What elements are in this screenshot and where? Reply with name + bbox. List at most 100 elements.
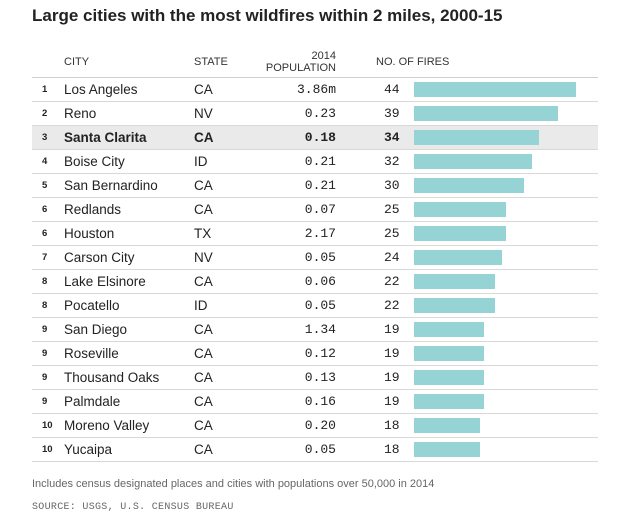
fire-count-bar xyxy=(414,130,539,145)
state-cell: NV xyxy=(194,101,260,126)
state-cell: CA xyxy=(194,173,260,198)
city-cell: San Bernardino xyxy=(64,173,194,198)
rank-cell: 8 xyxy=(32,293,64,318)
fire-count-bar xyxy=(414,418,480,433)
rank-cell: 9 xyxy=(32,389,64,414)
state-cell: CA xyxy=(194,77,260,102)
bar-cell xyxy=(414,77,598,102)
table-row: 9 Roseville CA 0.12 19 xyxy=(32,341,598,366)
fire-count-bar xyxy=(414,82,576,97)
population-cell: 0.20 xyxy=(260,413,376,438)
table-row: 6 Redlands CA 0.07 25 xyxy=(32,197,598,222)
rank-cell: 9 xyxy=(32,317,64,342)
fires-value: 22 xyxy=(376,269,414,294)
city-cell: Redlands xyxy=(64,197,194,222)
bar-cell xyxy=(414,125,598,150)
table-row: 9 Palmdale CA 0.16 19 xyxy=(32,389,598,414)
fires-value: 19 xyxy=(376,365,414,390)
city-header: CITY xyxy=(64,46,194,78)
fire-count-bar xyxy=(414,202,506,217)
population-cell: 0.21 xyxy=(260,173,376,198)
fire-count-bar xyxy=(414,322,484,337)
fires-value: 25 xyxy=(376,221,414,246)
table-row: 3 Santa Clarita CA 0.18 34 xyxy=(32,125,598,150)
fires-value: 24 xyxy=(376,245,414,270)
bar-cell xyxy=(414,413,598,438)
population-cell: 3.86m xyxy=(260,77,376,102)
population-cell: 0.13 xyxy=(260,365,376,390)
table-row: 6 Houston TX 2.17 25 xyxy=(32,221,598,246)
rank-cell: 7 xyxy=(32,245,64,270)
table-row: 1 Los Angeles CA 3.86m 44 xyxy=(32,77,598,102)
city-cell: Pocatello xyxy=(64,293,194,318)
population-cell: 0.05 xyxy=(260,437,376,462)
chart-title: Large cities with the most wildfires wit… xyxy=(32,6,503,25)
bar-cell xyxy=(414,293,598,318)
fires-value: 39 xyxy=(376,101,414,126)
rank-cell: 1 xyxy=(32,77,64,102)
table-header-row: CITY STATE 2014 POPULATION NO. OF FIRES xyxy=(32,46,598,78)
population-cell: 1.34 xyxy=(260,317,376,342)
wildfire-table: CITY STATE 2014 POPULATION NO. OF FIRES … xyxy=(32,46,598,462)
city-cell: Lake Elsinore xyxy=(64,269,194,294)
state-cell: CA xyxy=(194,437,260,462)
state-cell: CA xyxy=(194,197,260,222)
population-header: 2014 POPULATION xyxy=(260,46,376,78)
fire-count-bar xyxy=(414,154,532,169)
city-cell: Palmdale xyxy=(64,389,194,414)
fires-value: 32 xyxy=(376,149,414,174)
rank-cell: 2 xyxy=(32,101,64,126)
fire-count-bar xyxy=(414,226,506,241)
fires-value: 30 xyxy=(376,173,414,198)
table-row: 9 San Diego CA 1.34 19 xyxy=(32,317,598,342)
city-cell: Los Angeles xyxy=(64,77,194,102)
state-cell: CA xyxy=(194,317,260,342)
table-row: 5 San Bernardino CA 0.21 30 xyxy=(32,173,598,198)
state-cell: CA xyxy=(194,413,260,438)
population-cell: 0.23 xyxy=(260,101,376,126)
fires-value: 44 xyxy=(376,77,414,102)
rank-cell: 4 xyxy=(32,149,64,174)
city-cell: Boise City xyxy=(64,149,194,174)
state-cell: ID xyxy=(194,149,260,174)
population-cell: 0.12 xyxy=(260,341,376,366)
bar-cell xyxy=(414,221,598,246)
state-cell: ID xyxy=(194,293,260,318)
city-cell: San Diego xyxy=(64,317,194,342)
footnote: Includes census designated places and ci… xyxy=(32,478,435,490)
bar-cell xyxy=(414,437,598,462)
city-cell: Moreno Valley xyxy=(64,413,194,438)
rank-cell: 6 xyxy=(32,197,64,222)
table-row: 9 Thousand Oaks CA 0.13 19 xyxy=(32,365,598,390)
rank-cell: 9 xyxy=(32,365,64,390)
city-cell: Santa Clarita xyxy=(64,125,194,150)
state-cell: CA xyxy=(194,125,260,150)
city-cell: Carson City xyxy=(64,245,194,270)
fires-value: 34 xyxy=(376,125,414,150)
city-cell: Yucaipa xyxy=(64,437,194,462)
bar-cell xyxy=(414,245,598,270)
bar-cell xyxy=(414,341,598,366)
population-cell: 0.05 xyxy=(260,293,376,318)
bar-cell xyxy=(414,173,598,198)
bar-cell xyxy=(414,197,598,222)
city-cell: Houston xyxy=(64,221,194,246)
table-row: 4 Boise City ID 0.21 32 xyxy=(32,149,598,174)
fires-header: NO. OF FIRES xyxy=(376,46,598,78)
fires-value: 18 xyxy=(376,413,414,438)
state-cell: CA xyxy=(194,269,260,294)
fires-value: 22 xyxy=(376,293,414,318)
rank-cell: 10 xyxy=(32,413,64,438)
fire-count-bar xyxy=(414,442,480,457)
fire-count-bar xyxy=(414,298,495,313)
fires-value: 19 xyxy=(376,317,414,342)
bar-cell xyxy=(414,101,598,126)
population-cell: 0.18 xyxy=(260,125,376,150)
fire-count-bar xyxy=(414,178,524,193)
table-row: 8 Lake Elsinore CA 0.06 22 xyxy=(32,269,598,294)
population-cell: 0.21 xyxy=(260,149,376,174)
population-cell: 0.16 xyxy=(260,389,376,414)
bar-cell xyxy=(414,149,598,174)
fires-value: 19 xyxy=(376,341,414,366)
fire-count-bar xyxy=(414,106,558,121)
